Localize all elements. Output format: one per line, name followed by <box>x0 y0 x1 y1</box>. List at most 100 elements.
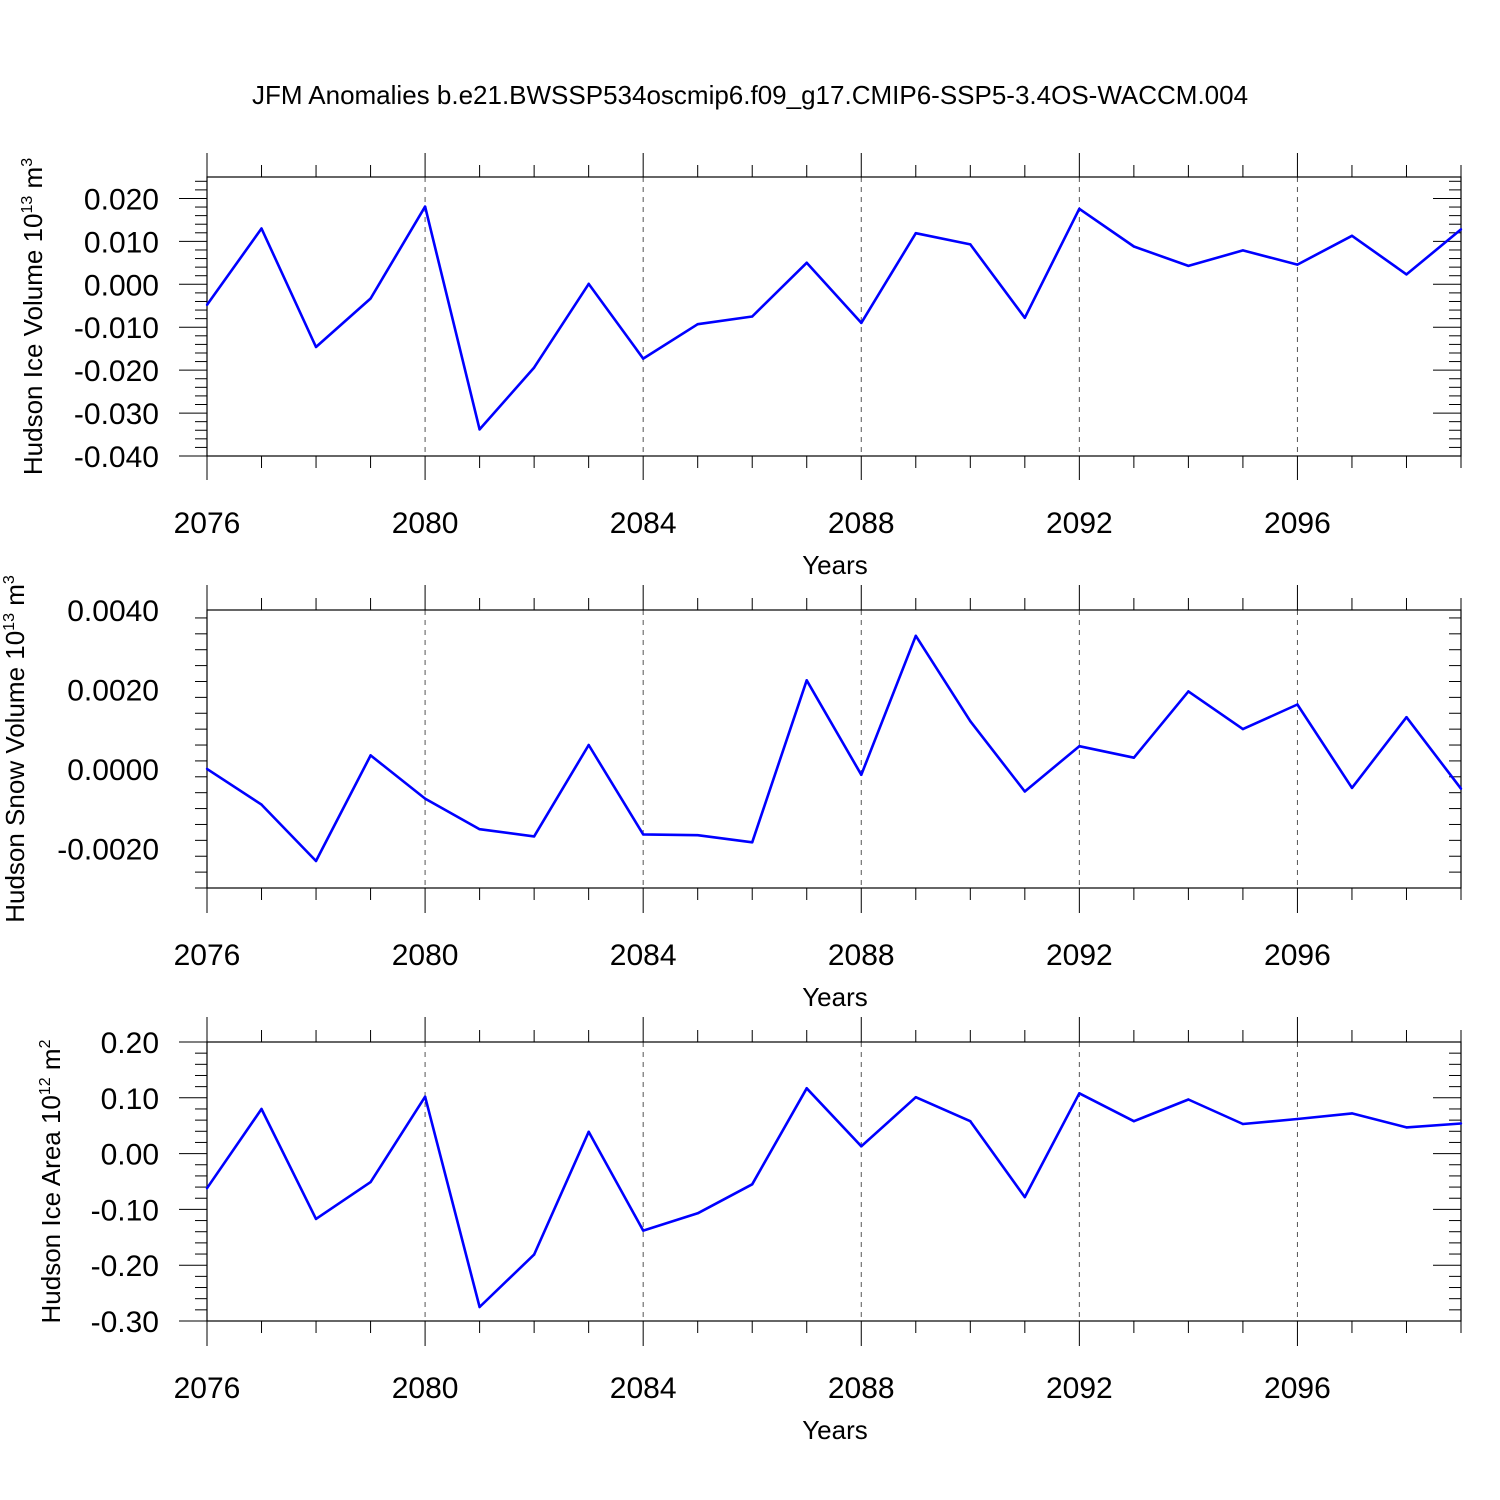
x-tick-label: 2076 <box>174 939 241 972</box>
data-point <box>1078 745 1081 748</box>
data-point <box>205 767 209 771</box>
data-point <box>696 323 699 326</box>
data-point <box>260 803 263 806</box>
y-tick-label: -0.010 <box>74 312 159 345</box>
data-point <box>532 1253 536 1256</box>
y-axis-title: Hudson Snow Volume 1013 m3 <box>0 575 30 923</box>
data-point <box>1023 1195 1027 1199</box>
y-tick-label: 0.020 <box>84 183 159 216</box>
x-tick-label: 2088 <box>828 939 895 972</box>
data-point <box>532 835 536 838</box>
y-tick-label: 0.00 <box>101 1139 159 1172</box>
data-point <box>696 833 699 837</box>
plot-frame <box>206 609 1462 889</box>
x-tick-label: 2076 <box>174 507 241 540</box>
x-tick-label: 2084 <box>610 1372 677 1405</box>
data-point <box>587 743 590 747</box>
x-tick-label: 2088 <box>828 1372 895 1405</box>
data-point <box>1023 316 1027 319</box>
data-point <box>1296 1117 1299 1121</box>
data-point <box>423 205 427 208</box>
data-point <box>914 232 917 235</box>
x-tick-label: 2084 <box>610 939 677 972</box>
series-line <box>206 634 1463 863</box>
data-point <box>696 1212 699 1215</box>
data-point <box>751 315 754 318</box>
data-point <box>805 679 808 682</box>
plot-frame <box>206 1041 1462 1322</box>
data-point <box>1296 263 1299 266</box>
y-tick-label: -0.30 <box>91 1306 159 1339</box>
data-point <box>205 1186 209 1190</box>
data-point <box>1405 273 1408 276</box>
data-point <box>969 1120 972 1123</box>
data-point <box>1132 756 1136 759</box>
data-point <box>1405 716 1408 719</box>
data-point <box>1459 1122 1463 1125</box>
data-point <box>860 321 863 325</box>
data-point <box>1187 1098 1190 1101</box>
data-point <box>860 1145 863 1148</box>
data-point <box>1187 690 1190 693</box>
x-tick-label: 2088 <box>828 507 895 540</box>
y-axis-title: Hudson Ice Volume 1013 m3 <box>18 158 48 475</box>
data-point <box>423 1095 427 1098</box>
data-point <box>587 282 590 286</box>
data-point <box>314 345 318 349</box>
x-axis-title: Years <box>802 550 868 580</box>
data-point <box>1241 727 1245 731</box>
data-point <box>641 1229 645 1232</box>
panel-ice-volume: -0.040 -0.030 -0.020 -0.010 0.000 0.010 0.020 2… <box>18 153 1463 580</box>
data-point <box>260 1107 263 1111</box>
chart-title: JFM Anomalies b.e21.BWSSP534oscmip6.f09_… <box>251 80 1249 110</box>
x-tick-label: 2076 <box>174 1372 241 1405</box>
data-point <box>914 634 917 638</box>
x-tick-label: 2096 <box>1264 507 1331 540</box>
y-tick-label: 0.0020 <box>67 674 159 707</box>
data-point <box>1350 786 1354 790</box>
y-tick-label: 0.20 <box>101 1027 159 1060</box>
y-tick-label: 0.0040 <box>67 595 159 628</box>
panel-snow-volume: -0.0020 0.0000 0.0020 0.0040 2076 2080 2084 208… <box>0 575 1463 1012</box>
x-tick-label: 2092 <box>1046 1372 1113 1405</box>
data-point <box>860 773 863 777</box>
data-point <box>314 859 318 863</box>
data-point <box>914 1096 917 1099</box>
data-point <box>1023 790 1027 793</box>
data-point <box>641 357 645 360</box>
plot-frame <box>206 176 1462 457</box>
data-point <box>1296 703 1299 706</box>
y-tick-label: 0.010 <box>84 226 159 259</box>
data-point <box>751 1183 754 1186</box>
y-tick-label: 0.000 <box>84 269 159 302</box>
data-point <box>478 428 481 431</box>
data-point <box>751 841 754 844</box>
data-point <box>1132 245 1136 248</box>
data-point <box>805 261 808 265</box>
data-point <box>1187 264 1190 268</box>
data-point <box>1350 1112 1354 1115</box>
data-point <box>1132 1120 1136 1123</box>
x-tick-label: 2080 <box>392 1372 459 1405</box>
data-point <box>369 297 372 300</box>
x-tick-label: 2092 <box>1046 507 1113 540</box>
data-point <box>478 1305 481 1309</box>
y-tick-label: 0.10 <box>101 1083 159 1116</box>
data-point <box>1459 787 1463 790</box>
data-point <box>805 1087 808 1090</box>
data-point <box>969 243 972 246</box>
series-line <box>205 1087 1462 1309</box>
y-tick-label: -0.020 <box>74 355 159 388</box>
data-point <box>478 828 481 831</box>
data-point <box>1241 1122 1245 1126</box>
data-point <box>260 227 263 230</box>
x-tick-label: 2092 <box>1046 939 1113 972</box>
data-point <box>423 797 427 800</box>
x-tick-label: 2084 <box>610 507 677 540</box>
series-line <box>205 205 1462 431</box>
data-point <box>969 720 972 723</box>
data-point <box>1241 249 1245 252</box>
data-point <box>641 833 645 836</box>
x-tick-label: 2080 <box>392 507 459 540</box>
